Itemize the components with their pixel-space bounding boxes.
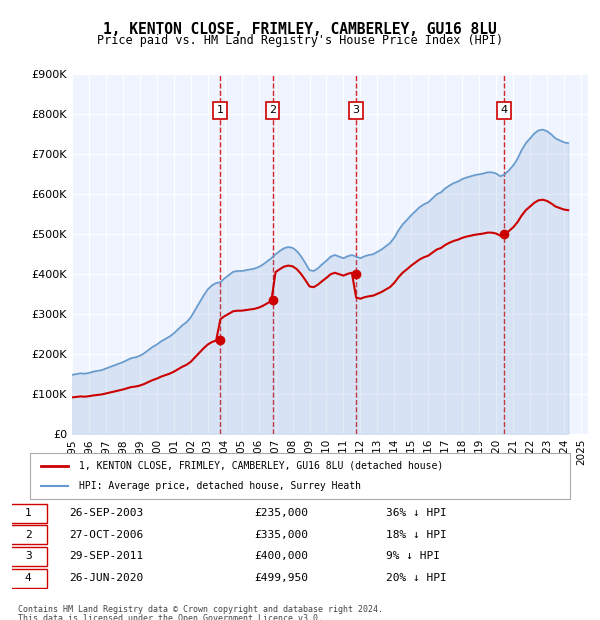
Text: 18% ↓ HPI: 18% ↓ HPI: [386, 529, 447, 540]
Text: HPI: Average price, detached house, Surrey Heath: HPI: Average price, detached house, Surr…: [79, 481, 361, 491]
Text: 4: 4: [501, 105, 508, 115]
Text: 1: 1: [217, 105, 224, 115]
Text: 29-SEP-2011: 29-SEP-2011: [70, 551, 144, 562]
Text: 3: 3: [25, 551, 32, 562]
Text: 36% ↓ HPI: 36% ↓ HPI: [386, 508, 447, 518]
Text: 9% ↓ HPI: 9% ↓ HPI: [386, 551, 440, 562]
FancyBboxPatch shape: [9, 547, 47, 566]
Text: 20% ↓ HPI: 20% ↓ HPI: [386, 573, 447, 583]
FancyBboxPatch shape: [9, 503, 47, 523]
Text: 2: 2: [269, 105, 276, 115]
Text: Contains HM Land Registry data © Crown copyright and database right 2024.: Contains HM Land Registry data © Crown c…: [18, 604, 383, 614]
Text: Price paid vs. HM Land Registry's House Price Index (HPI): Price paid vs. HM Land Registry's House …: [97, 34, 503, 47]
Text: 26-SEP-2003: 26-SEP-2003: [70, 508, 144, 518]
Text: £335,000: £335,000: [254, 529, 308, 540]
Text: 3: 3: [353, 105, 359, 115]
Text: 1, KENTON CLOSE, FRIMLEY, CAMBERLEY, GU16 8LU: 1, KENTON CLOSE, FRIMLEY, CAMBERLEY, GU1…: [103, 22, 497, 37]
Text: 2: 2: [25, 529, 32, 540]
FancyBboxPatch shape: [9, 525, 47, 544]
Text: This data is licensed under the Open Government Licence v3.0.: This data is licensed under the Open Gov…: [18, 614, 323, 620]
Text: 4: 4: [25, 573, 32, 583]
FancyBboxPatch shape: [9, 569, 47, 588]
Text: 1: 1: [25, 508, 32, 518]
Text: 26-JUN-2020: 26-JUN-2020: [70, 573, 144, 583]
Text: 1, KENTON CLOSE, FRIMLEY, CAMBERLEY, GU16 8LU (detached house): 1, KENTON CLOSE, FRIMLEY, CAMBERLEY, GU1…: [79, 461, 443, 471]
Text: £400,000: £400,000: [254, 551, 308, 562]
Text: £235,000: £235,000: [254, 508, 308, 518]
Text: £499,950: £499,950: [254, 573, 308, 583]
Text: 27-OCT-2006: 27-OCT-2006: [70, 529, 144, 540]
FancyBboxPatch shape: [30, 453, 570, 499]
